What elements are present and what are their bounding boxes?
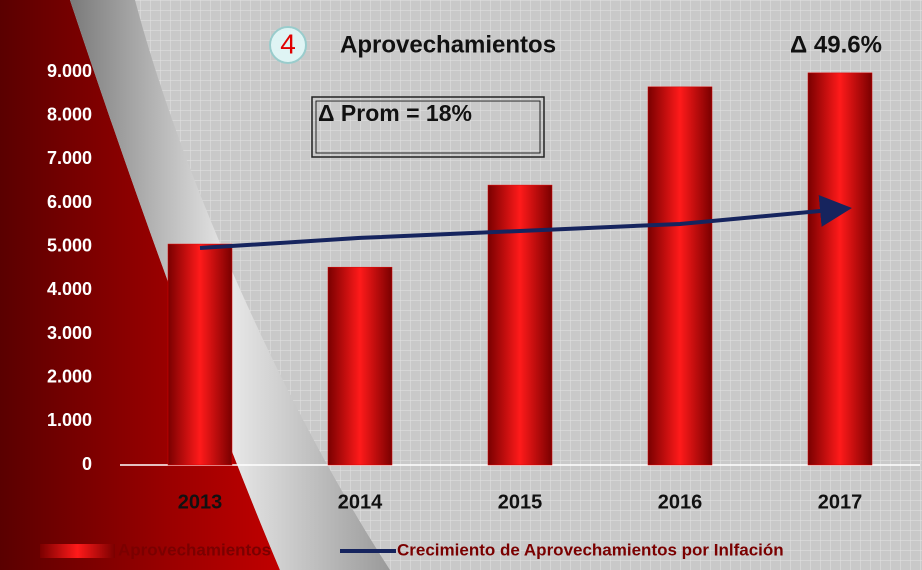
legend-label: Aprovechamientos [118, 540, 271, 559]
y-tick-label: 6.000 [47, 192, 92, 212]
chart-title: Aprovechamientos [340, 31, 556, 58]
x-tick-label: 2015 [498, 491, 543, 513]
legend-swatch [40, 544, 115, 558]
y-tick-label: 4.000 [47, 279, 92, 299]
bar [488, 185, 552, 465]
chart: 4 Aprovechamientos Δ 49.6% Δ Prom = 18% … [0, 0, 922, 570]
bar [168, 244, 232, 465]
y-tick-label: 3.000 [47, 323, 92, 343]
y-tick-label: 2.000 [47, 366, 92, 386]
bar [328, 267, 392, 465]
y-tick-label: 1.000 [47, 410, 92, 430]
y-tick-label: 7.000 [47, 148, 92, 168]
bar [648, 87, 712, 465]
x-tick-label: 2016 [658, 491, 703, 513]
annotation-wrap: Δ Prom = 18% [318, 100, 508, 170]
x-tick-label: 2017 [818, 491, 863, 513]
y-tick-label: 0 [82, 454, 92, 474]
annotation: Δ 49.6% [790, 31, 882, 58]
annotation: Δ Prom = 18% [318, 100, 508, 126]
legend-item: Crecimiento de Aprovechamientos por Inlf… [340, 540, 784, 559]
x-tick-label: 2013 [178, 491, 223, 513]
bar [808, 73, 872, 465]
y-tick-label: 8.000 [47, 104, 92, 124]
y-tick-label: 9.000 [47, 61, 92, 81]
legend-label: Crecimiento de Aprovechamientos por Inlf… [397, 540, 784, 559]
badge-number: 4 [280, 28, 296, 59]
y-tick-label: 5.000 [47, 235, 92, 255]
x-tick-label: 2014 [338, 491, 383, 513]
